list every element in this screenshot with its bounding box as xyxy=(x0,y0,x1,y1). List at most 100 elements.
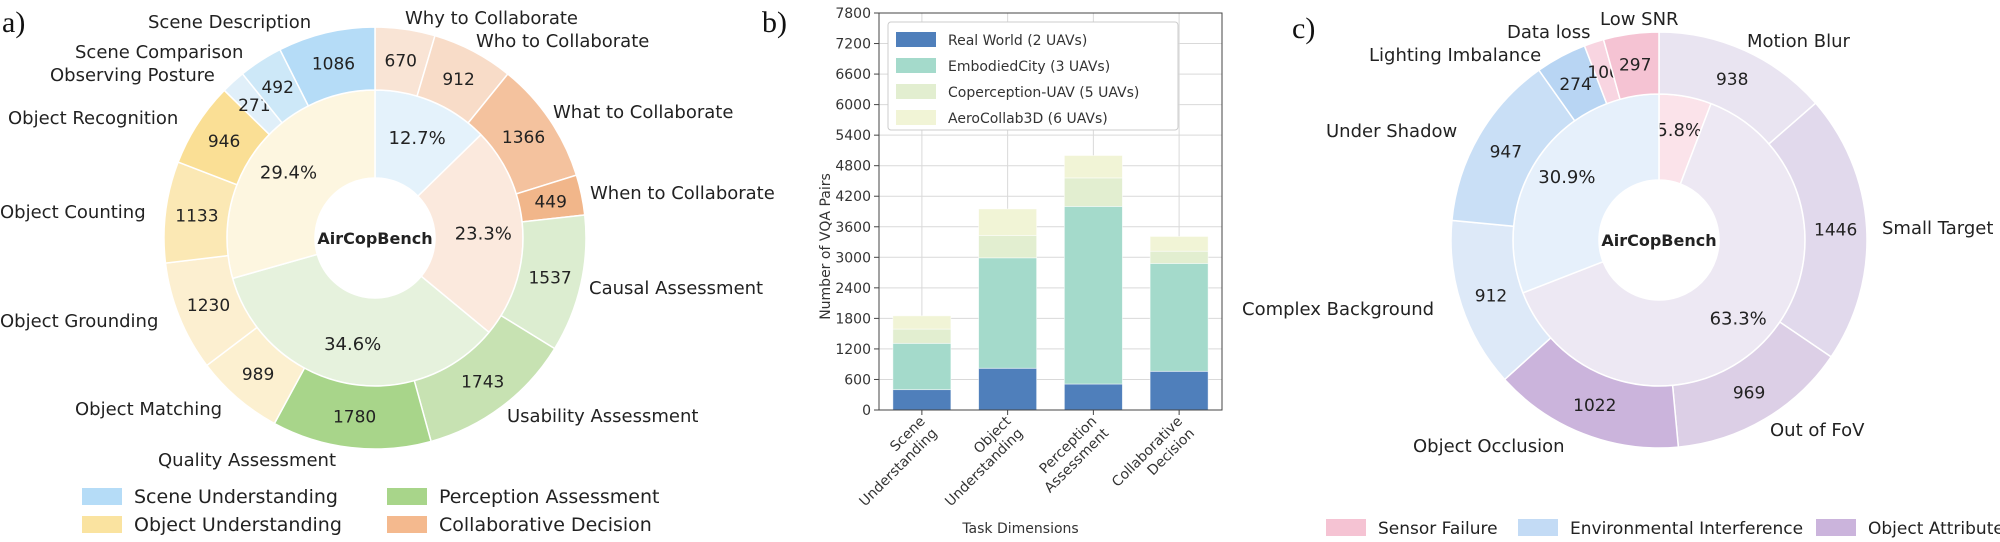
y-tick-label: 6000 xyxy=(835,98,871,114)
legend-label-sensor-failure: Sensor Failure xyxy=(1378,519,1498,539)
legend-a: Scene Understanding Perception Assessment… xyxy=(82,486,659,536)
category-label-why-to-collaborate: Why to Collaborate xyxy=(405,8,578,29)
category-label-low-snr: Low SNR xyxy=(1600,9,1679,30)
legend-swatch-perception-assessment xyxy=(387,488,427,505)
x-tick-label: PerceptionAssessment xyxy=(1030,413,1113,496)
outer-slice-value: 1537 xyxy=(528,268,571,288)
outer-slice-value: 1780 xyxy=(333,407,376,427)
donut-hole xyxy=(1600,181,1718,299)
outer-slice-value: 1743 xyxy=(461,373,504,393)
category-label-object-occlusion: Object Occlusion xyxy=(1413,436,1565,457)
category-label-object-counting: Object Counting xyxy=(0,202,146,223)
outer-slice-value: 449 xyxy=(534,192,566,212)
outer-slice-value: 297 xyxy=(1619,56,1651,76)
inner-slice-label: 12.7% xyxy=(389,128,446,149)
donut-chart-a: 12.7% 23.3% 34.6% 29.4% 670 Why to Collaborat… xyxy=(0,8,775,471)
category-label-data-loss: Data loss xyxy=(1507,22,1590,43)
inner-slice-label: 63.3% xyxy=(1710,309,1767,330)
bar-real-world-2-uavs-object-understanding xyxy=(978,367,1038,411)
bar-aerocollab3d-6-uavs-collaborative-decision xyxy=(1149,236,1209,252)
legend-swatch-collaborative-decision xyxy=(387,516,427,533)
category-label-scene-comparison: Scene Comparison xyxy=(75,42,243,63)
outer-slice-value: 938 xyxy=(1716,70,1748,90)
legend-swatch-object-attribute xyxy=(1816,519,1856,536)
y-tick-label: 7200 xyxy=(835,37,871,53)
inner-slice-label: 34.6% xyxy=(324,334,381,355)
category-label-out-of-fov: Out of FoV xyxy=(1770,420,1865,441)
y-tick-label: 6600 xyxy=(835,67,871,83)
category-label-what-to-collaborate: What to Collaborate xyxy=(553,102,733,123)
legend-swatch-aerocollab3d-6-uavs xyxy=(896,110,936,125)
category-label-usability-assessment: Usability Assessment xyxy=(507,406,698,427)
bar-real-world-2-uavs-scene-understanding xyxy=(892,389,952,411)
outer-slice-value: 1022 xyxy=(1573,396,1616,416)
bar-real-world-2-uavs-collaborative-decision xyxy=(1149,370,1209,411)
outer-slice-value: 989 xyxy=(242,365,274,385)
outer-slice-value: 912 xyxy=(442,70,474,90)
y-tick-label: 2400 xyxy=(835,281,871,297)
panel-label-a: a) xyxy=(2,6,25,39)
category-label-lighting-imbalance: Lighting Imbalance xyxy=(1369,45,1541,66)
panel-label-c: c) xyxy=(1292,12,1315,45)
legend-swatch-scene-understanding xyxy=(82,488,122,505)
inner-slice-label: 29.4% xyxy=(260,163,317,184)
legend-label-object-understanding: Object Understanding xyxy=(134,514,342,536)
legend-label-embodiedcity-3-uavs: EmbodiedCity (3 UAVs) xyxy=(948,59,1110,75)
plot-frame xyxy=(878,12,1223,411)
legend-label-collaborative-decision: Collaborative Decision xyxy=(439,514,652,536)
y-axis-title: Number of VQA Pairs xyxy=(818,173,834,320)
outer-slice-value: 274 xyxy=(1559,75,1591,95)
bar-real-world-2-uavs-perception-assessment xyxy=(1063,383,1123,411)
legend-swatch-sensor-failure xyxy=(1326,519,1366,536)
legend-swatch-embodiedcity-3-uavs xyxy=(896,58,936,73)
category-label-object-recognition: Object Recognition xyxy=(8,108,178,129)
category-label-observing-posture: Observing Posture xyxy=(50,65,215,86)
bar-coperception-uav-5-uavs-collaborative-decision xyxy=(1149,250,1209,264)
legend-label-coperception-uav-5-uavs: Coperception-UAV (5 UAVs) xyxy=(948,85,1139,101)
outer-slice-value: 271 xyxy=(238,96,270,116)
inner-slice-label: 5.8% xyxy=(1656,120,1702,141)
donut-chart-c: 5.8% 63.3% 30.9% 938 Motion Blur 1446 Small Ta… xyxy=(1242,9,1993,457)
y-tick-label: 3600 xyxy=(835,220,871,236)
x-tick-label: ObjectUnderstanding xyxy=(930,413,1027,510)
donut-center-label: AirCopBench xyxy=(317,229,432,248)
bar-legend: Real World (2 UAVs) EmbodiedCity (3 UAVs)… xyxy=(887,21,1179,131)
outer-slice-value: 1133 xyxy=(175,207,218,227)
outer-slice-value: 492 xyxy=(261,78,293,98)
y-tick-label: 3000 xyxy=(835,250,871,266)
legend-label-scene-understanding: Scene Understanding xyxy=(134,486,338,508)
outer-slice-scene-description xyxy=(278,26,376,107)
y-tick-label: 4800 xyxy=(835,159,871,175)
legend-label-real-world-2-uavs: Real World (2 UAVs) xyxy=(948,33,1087,49)
bar-aerocollab3d-6-uavs-scene-understanding xyxy=(892,315,952,330)
category-label-motion-blur: Motion Blur xyxy=(1747,31,1851,52)
category-label-object-matching: Object Matching xyxy=(75,399,222,420)
legend-swatch-environmental-interference xyxy=(1518,519,1558,536)
outer-slice-value: 1446 xyxy=(1814,220,1857,240)
legend-box xyxy=(887,21,1179,131)
y-tick-label: 7800 xyxy=(835,6,871,22)
legend-label-aerocollab3d-6-uavs: AeroCollab3D (6 UAVs) xyxy=(948,111,1108,127)
bar-coperception-uav-5-uavs-scene-understanding xyxy=(892,328,952,344)
category-label-complex-background: Complex Background xyxy=(1242,299,1434,320)
category-label-quality-assessment: Quality Assessment xyxy=(158,450,336,471)
legend-label-environmental-interference: Environmental Interference xyxy=(1570,519,1803,539)
outer-slice-value: 947 xyxy=(1490,142,1522,162)
outer-slice-value: 1366 xyxy=(502,128,545,148)
bar-aerocollab3d-6-uavs-perception-assessment xyxy=(1063,155,1123,179)
y-tick-label: 5400 xyxy=(835,128,871,144)
y-tick-label: 1800 xyxy=(835,311,871,327)
legend-label-perception-assessment: Perception Assessment xyxy=(439,486,659,508)
donut-center-label: AirCopBench xyxy=(1601,231,1716,250)
bar-embodiedcity-3-uavs-object-understanding xyxy=(978,257,1038,369)
bar-aerocollab3d-6-uavs-object-understanding xyxy=(978,208,1038,236)
inner-slice-label: 23.3% xyxy=(455,224,512,245)
outer-slice-low-snr xyxy=(1602,31,1660,101)
category-label-when-to-collaborate: When to Collaborate xyxy=(590,183,775,204)
category-label-who-to-collaborate: Who to Collaborate xyxy=(476,31,649,52)
outer-slice-value: 912 xyxy=(1475,287,1507,307)
bar-chart-b: 0 600 1200 1800 2400 3000 3600 4200 4800 5400 6000… xyxy=(818,6,1223,537)
legend-swatch-object-understanding xyxy=(82,516,122,533)
panel-label-b: b) xyxy=(762,6,787,39)
